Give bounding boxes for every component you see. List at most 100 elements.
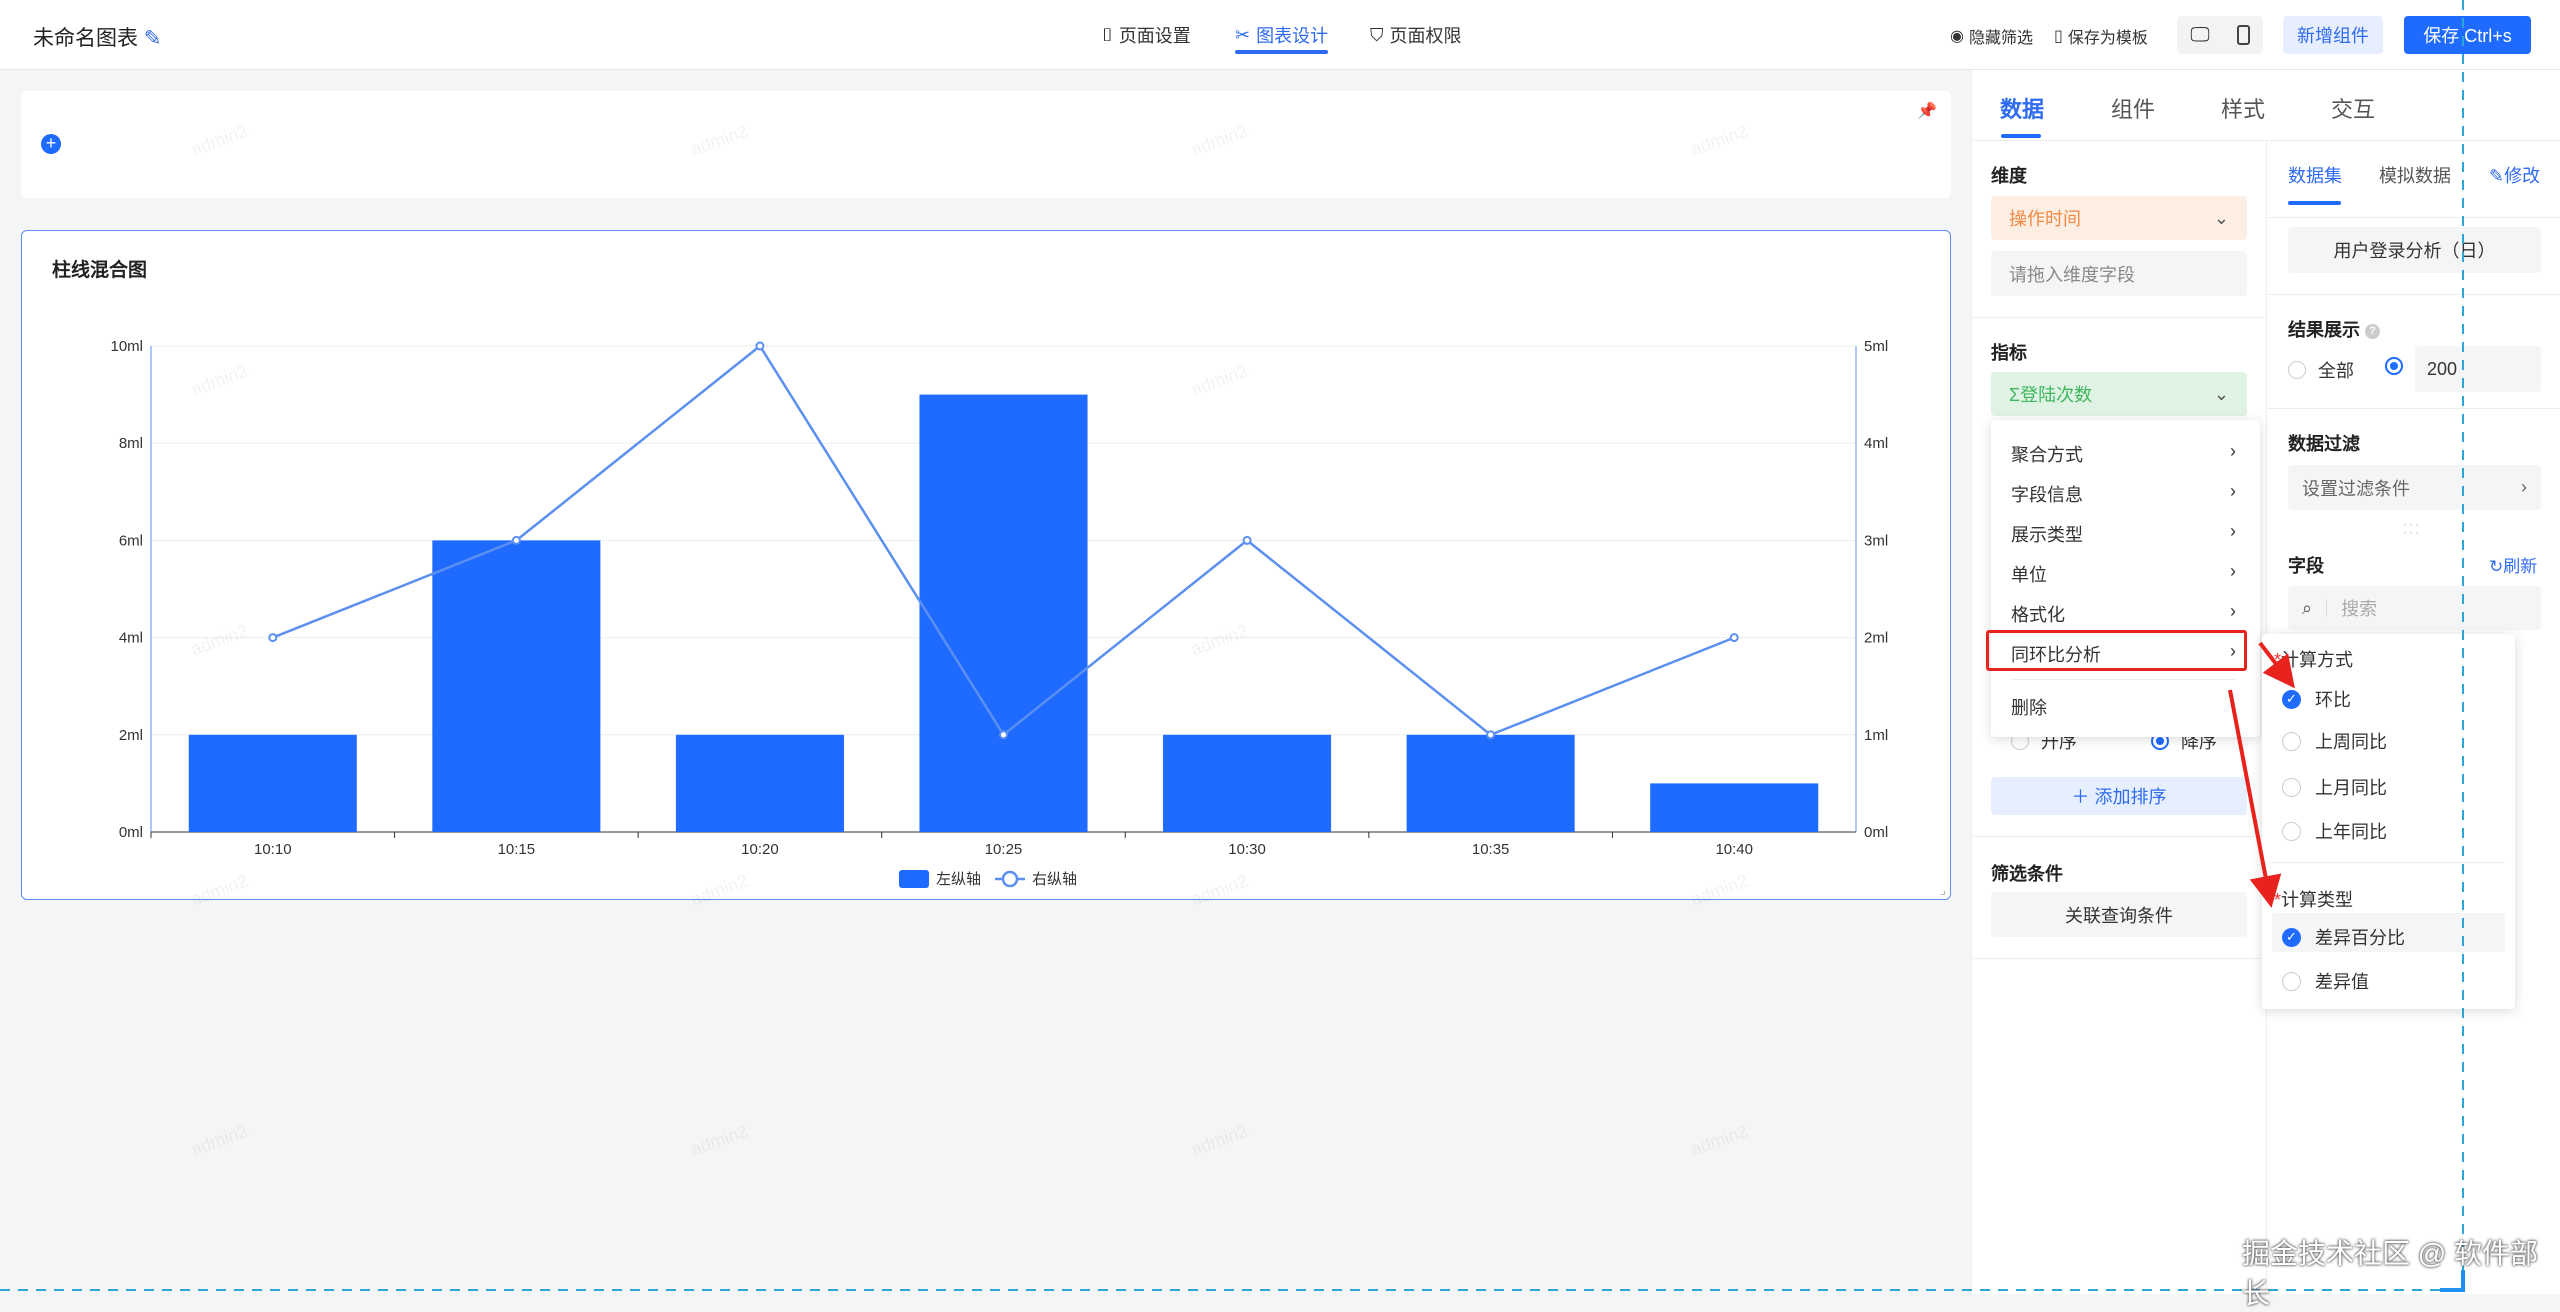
menu-item-delete[interactable]: 删除 <box>2011 698 2047 718</box>
legend-label: 右纵轴 <box>1032 871 1077 888</box>
divider <box>2266 217 2560 218</box>
result-all-option[interactable]: 全部 <box>2288 357 2354 383</box>
limit-radio[interactable] <box>2385 357 2403 381</box>
tab-mock-data[interactable]: 模拟数据 <box>2379 166 2451 186</box>
refresh-button[interactable]: ↻刷新 <box>2489 557 2538 576</box>
chart-title[interactable]: 未命名图表 ✎ <box>33 27 162 50</box>
tab-dataset[interactable]: 数据集 <box>2288 166 2342 186</box>
divider <box>2011 679 2236 680</box>
field-search-input[interactable]: ⌕ 搜索 <box>2288 586 2541 630</box>
limit-input[interactable]: 200 <box>2415 346 2541 392</box>
x-axis-tick-label: 10:10 <box>254 841 292 858</box>
pin-icon[interactable]: 📌 <box>1917 103 1937 120</box>
x-axis-tick-label: 10:35 <box>1472 841 1510 858</box>
menu-item-unit[interactable]: 单位 › <box>2011 561 2236 585</box>
right-axis-tick-label: 4ml <box>1864 435 1888 452</box>
bar <box>675 734 844 832</box>
linked-query-button[interactable]: 关联查询条件 <box>1991 892 2247 937</box>
left-axis-tick-label: 2ml <box>119 727 143 744</box>
eye-icon: ◉ <box>1950 28 1964 45</box>
all-radio[interactable] <box>2288 361 2306 379</box>
method-label: *计算方式 <box>2274 650 2354 670</box>
line-point <box>511 535 521 545</box>
desktop-icon[interactable]: 🖵 <box>2190 23 2210 46</box>
dimension-field[interactable]: 操作时间 ⌄ <box>1991 196 2247 240</box>
tab-page-permissions[interactable]: ⛉ 页面权限 <box>1370 24 1462 47</box>
legend-bar-swatch <box>899 870 929 888</box>
right-axis-tick-label: 2ml <box>1864 630 1888 647</box>
mobile-icon[interactable] <box>2236 25 2250 45</box>
option-diff-percent[interactable]: ✓ 差异百分比 <box>2282 924 2405 950</box>
left-axis-tick-label: 4ml <box>119 630 143 647</box>
active-tab-indicator <box>1235 50 1328 54</box>
left-axis-tick-label: 8ml <box>119 435 143 452</box>
bar <box>432 540 601 832</box>
save-template-button[interactable]: ▯ 保存为模板 <box>2054 28 2148 47</box>
tab-interaction[interactable]: 交互 <box>2331 97 2376 122</box>
option-last-week[interactable]: 上周同比 <box>2282 728 2387 754</box>
menu-item-format[interactable]: 格式化 › <box>2011 601 2236 625</box>
watermark-text: admin2 <box>1688 1120 1751 1160</box>
shield-icon: ⛉ <box>1370 24 1384 45</box>
tab-component[interactable]: 组件 <box>2111 97 2156 122</box>
x-axis-tick-label: 10:40 <box>1715 841 1753 858</box>
help-icon[interactable]: ? <box>2365 323 2381 339</box>
check-icon: ✓ <box>2282 689 2301 709</box>
selected-row-bg <box>2272 913 2505 952</box>
left-axis-tick-label: 10ml <box>110 338 143 355</box>
divider <box>1971 836 2266 837</box>
watermark-text: admin2 <box>1188 1120 1251 1160</box>
watermark-text: admin2 <box>688 1120 751 1160</box>
chevron-right-icon: › <box>2521 477 2527 497</box>
option-last-month[interactable]: 上月同比 <box>2282 774 2387 800</box>
right-axis-tick-label: 1ml <box>1864 727 1888 744</box>
menu-item-field-info[interactable]: 字段信息 › <box>2011 481 2236 505</box>
menu-item-display-type[interactable]: 展示类型 › <box>2011 521 2236 545</box>
edit-dataset-button[interactable]: ✎修改 <box>2489 166 2541 186</box>
watermark-text: admin2 <box>188 1120 251 1160</box>
edit-icon[interactable]: ✎ <box>143 27 162 50</box>
option-last-year[interactable]: 上年同比 <box>2282 818 2387 844</box>
metric-field[interactable]: Σ登陆次数 ⌄ <box>1991 372 2247 416</box>
add-filter-icon[interactable]: + <box>41 134 61 154</box>
line-point <box>1242 535 1252 545</box>
save-button[interactable]: 保存 Ctrl+s <box>2404 16 2531 54</box>
tab-chart-design[interactable]: ✂ 图表设计 <box>1235 24 1329 47</box>
footer-watermark: 掘金技术社区 @ 软件部长 <box>2242 1238 2538 1309</box>
bar <box>919 394 1088 832</box>
resize-handle[interactable]: ⌟ <box>1940 883 1946 897</box>
menu-item-aggregation[interactable]: 聚合方式 › <box>2011 441 2236 465</box>
bar <box>1406 734 1575 832</box>
refresh-icon: ↻ <box>2489 557 2504 576</box>
add-sort-button[interactable]: ＋ 添加排序 <box>1991 777 2247 815</box>
dataset-name[interactable]: 用户登录分析（日） <box>2288 227 2541 273</box>
menu-item-yoy-mom[interactable]: 同环比分析 › <box>2011 641 2236 665</box>
option-mom[interactable]: ✓ 环比 <box>2282 686 2351 712</box>
add-component-button[interactable]: 新增组件 <box>2283 16 2383 54</box>
design-icon: ✂ <box>1235 24 1251 45</box>
search-icon: ⌕ <box>2302 597 2313 618</box>
right-axis-tick-label: 3ml <box>1864 532 1888 549</box>
divider <box>1971 317 2266 318</box>
chart-card-title: 柱线混合图 <box>52 260 148 281</box>
type-label: *计算类型 <box>2274 890 2354 910</box>
plus-icon: ＋ <box>2071 787 2095 807</box>
bar <box>1650 783 1819 832</box>
tab-data[interactable]: 数据 <box>2000 97 2045 122</box>
data-filter-button[interactable]: 设置过滤条件 › <box>2288 465 2541 510</box>
left-axis-tick-label: 0ml <box>119 824 143 841</box>
legend-label: 左纵轴 <box>936 871 981 888</box>
chevron-right-icon: › <box>2230 481 2236 501</box>
tab-page-settings[interactable]: ⌷ 页面设置 <box>1102 24 1191 47</box>
chart-card[interactable]: 柱线混合图 ⌟ 0ml 2ml 4ml 6ml 8ml 10ml 0ml 1ml 2ml 3ml 4… <box>21 230 1951 900</box>
metric-context-menu: 聚合方式 › 字段信息 › 展示类型 › 单位 › 格式化 › 同环比分析 › 删除 <box>1991 420 2260 737</box>
hide-filter-button[interactable]: ◉ 隐藏筛选 <box>1950 28 2033 47</box>
chevron-right-icon: › <box>2230 561 2236 581</box>
sort-order: 升序 降序 <box>2011 728 2217 754</box>
edit-icon: ✎ <box>2489 166 2505 186</box>
drag-handle-icon[interactable]: ··· ··· <box>2403 517 2421 539</box>
tab-style[interactable]: 样式 <box>2221 97 2266 122</box>
option-diff-value[interactable]: 差异值 <box>2282 968 2369 994</box>
dimension-dropzone[interactable]: 请拖入维度字段 <box>1991 251 2247 296</box>
x-axis-tick-label: 10:15 <box>498 841 536 858</box>
